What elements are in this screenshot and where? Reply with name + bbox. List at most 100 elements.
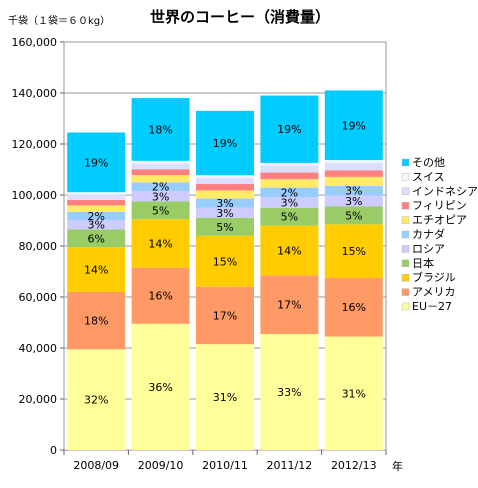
y-tick-label: 80,000	[19, 240, 58, 253]
bar-segment	[67, 199, 126, 206]
bar-segment	[324, 206, 383, 225]
chart-title: 世界のコーヒー（消費量）	[150, 8, 330, 26]
bar-segment	[196, 190, 254, 199]
data-labels: 32%18%14%6%3%2%19%36%16%14%5%3%2%18%31%1…	[84, 119, 366, 406]
bar-segment	[196, 207, 254, 218]
data-label: 33%	[277, 386, 301, 399]
bar-segment	[67, 229, 126, 248]
legend-swatch	[401, 259, 410, 268]
legend-label: フィリピン	[412, 199, 467, 212]
bar-segment	[67, 211, 126, 220]
data-label: 17%	[213, 309, 237, 322]
bar-segment	[67, 349, 126, 450]
legend-label: ブラジル	[412, 270, 456, 284]
x-tick-label: 2011/12	[267, 459, 313, 472]
legend-label: スイス	[412, 170, 445, 183]
bar-segment	[131, 175, 190, 183]
bar-segment	[324, 170, 383, 177]
legend-label: エチオピア	[412, 214, 467, 227]
bar-segment	[196, 235, 254, 287]
data-label: 14%	[277, 244, 301, 257]
data-label: 36%	[148, 381, 172, 394]
bar-segment	[196, 286, 254, 345]
bar-segment	[324, 336, 383, 450]
legend-label: EU－27	[412, 300, 452, 313]
data-label: 31%	[213, 391, 237, 404]
bar-segment	[260, 95, 319, 163]
y-tick-label: 160,000	[12, 36, 58, 49]
data-label: 19%	[213, 137, 237, 150]
unit-label: 千袋（１袋＝６０kg）	[8, 14, 110, 27]
data-label: 16%	[148, 290, 172, 303]
x-tick-label: 2008/09	[73, 459, 119, 472]
bar-segment	[67, 219, 126, 230]
bar-segment	[131, 219, 190, 268]
bar-segment	[324, 160, 383, 163]
legend-label: 日本	[412, 256, 434, 270]
legend-swatch	[401, 158, 410, 167]
bar-segment	[260, 187, 319, 198]
bar-segment	[324, 185, 383, 196]
legend-swatch	[401, 216, 410, 224]
bar-segment	[196, 344, 254, 450]
data-label: 5%	[281, 211, 298, 224]
bars	[67, 90, 383, 450]
legend-swatch	[401, 245, 410, 253]
bar-segment	[324, 90, 383, 161]
data-label: 2%	[87, 210, 104, 223]
data-label: 2%	[281, 186, 298, 199]
data-label: 14%	[84, 264, 108, 277]
data-label: 14%	[148, 237, 172, 250]
legend-swatch	[401, 230, 410, 239]
bar-segment	[324, 176, 383, 186]
data-label: 6%	[87, 232, 104, 245]
x-axis-label: 年	[392, 459, 403, 473]
legend-label: その他	[412, 156, 445, 169]
data-label: 18%	[84, 315, 108, 328]
bar-segment	[196, 177, 254, 185]
bar-segment	[196, 198, 254, 208]
legend-swatch	[401, 173, 410, 181]
data-label: 5%	[152, 204, 169, 217]
bar-segment	[67, 291, 126, 350]
data-label: 16%	[342, 301, 366, 314]
bar-segment	[324, 224, 383, 278]
bar-segment	[324, 195, 383, 207]
data-label: 31%	[342, 387, 366, 400]
bar-segment	[260, 197, 319, 208]
data-label: 15%	[213, 255, 237, 268]
bar-segment	[260, 225, 319, 276]
bar-segment	[260, 172, 319, 180]
bar-segment	[324, 277, 383, 337]
data-label: 17%	[277, 299, 301, 312]
y-tick-label: 140,000	[12, 87, 58, 100]
legend-swatch	[401, 288, 410, 296]
bar-segment	[260, 162, 319, 166]
bar-segment	[131, 191, 190, 202]
bar-segment	[67, 205, 126, 212]
data-label: 3%	[216, 197, 233, 210]
legend-swatch	[401, 302, 410, 311]
bar-segment	[196, 175, 254, 178]
legend: その他スイスインドネシアフィリピンエチオピアカナダロシア日本ブラジルアメリカEU…	[401, 156, 478, 313]
data-label: 3%	[87, 219, 104, 232]
x-tick-label: 2012/13	[331, 459, 377, 472]
bar-segment	[131, 201, 190, 220]
y-tick-label: 120,000	[12, 138, 58, 151]
y-tick-label: 40,000	[19, 342, 58, 355]
legend-label: インドネシア	[412, 185, 478, 198]
data-label: 32%	[84, 394, 108, 407]
bar-segment	[260, 275, 319, 334]
data-label: 5%	[216, 221, 233, 234]
data-label: 3%	[281, 196, 298, 209]
x-tick-label: 2009/10	[138, 459, 184, 472]
bar-segment	[131, 98, 190, 161]
data-label: 18%	[148, 123, 172, 136]
legend-label: アメリカ	[412, 286, 455, 299]
data-label: 3%	[345, 185, 362, 198]
bar-segment	[196, 110, 254, 176]
bar-segment	[67, 132, 126, 193]
legend-swatch	[401, 273, 410, 282]
axes: 0 20,000 40,000 60,000 80,000 100,000 120,000 1…	[12, 36, 387, 472]
